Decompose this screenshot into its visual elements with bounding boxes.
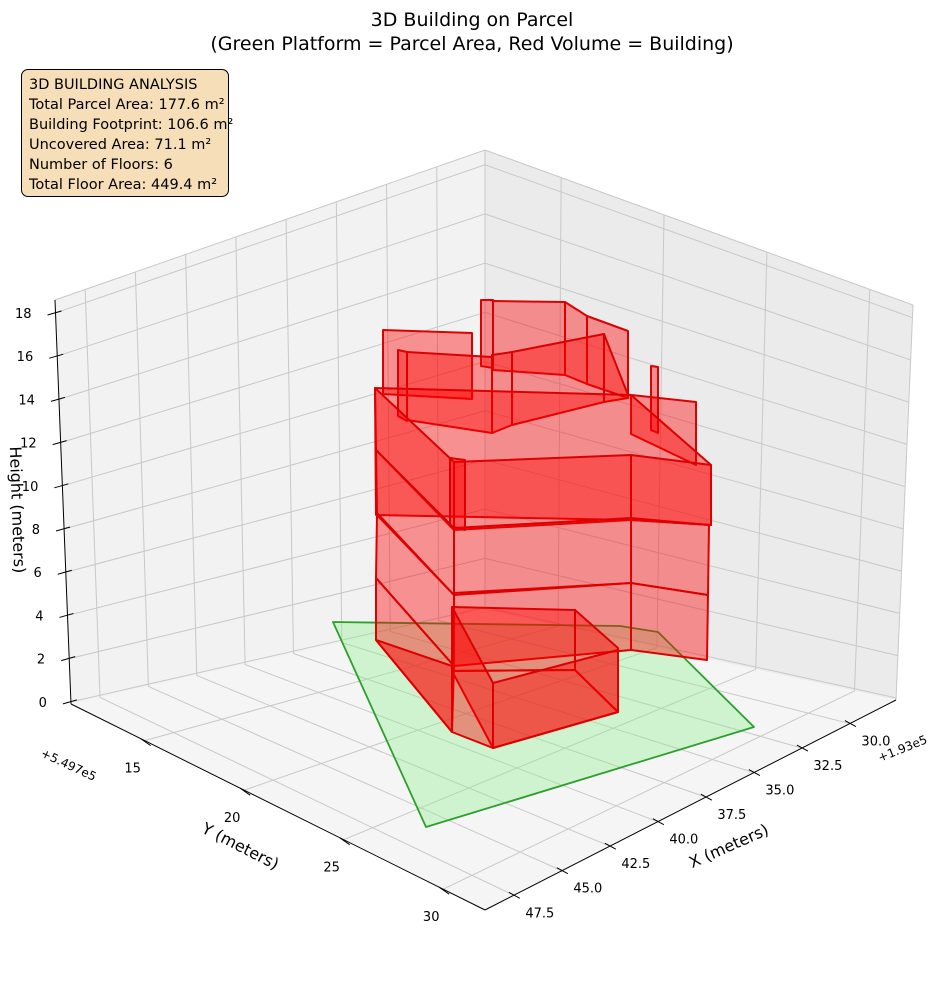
building-face: [630, 454, 712, 526]
z-tick: [59, 612, 74, 618]
pane-right-edge: [895, 304, 914, 701]
stat-floor-count: Number of Floors: 6: [29, 157, 173, 173]
y-gridline: [343, 252, 768, 841]
back-left-pane: [55, 150, 485, 704]
z-tick: [54, 483, 69, 489]
y-tick-label: 30: [423, 910, 440, 925]
z-tick-label: 10: [22, 480, 39, 495]
y-axis-line: [70, 703, 486, 911]
y-axis-label: Y (meters): [198, 818, 282, 873]
z-tick: [52, 440, 67, 446]
y-gridline: [442, 289, 871, 890]
parcel-platform: [332, 621, 755, 828]
z-tick: [55, 526, 71, 532]
x-tick: [748, 769, 761, 777]
x-tick-label: 40.0: [669, 833, 698, 848]
stats-box: 3D BUILDING ANALYSIS Total Parcel Area: …: [21, 69, 234, 197]
z-tick-label: 4: [35, 609, 43, 624]
y-tick-label: 20: [224, 811, 241, 826]
x-tick: [556, 867, 569, 875]
building-face: [449, 457, 466, 531]
y-tick: [140, 738, 151, 747]
x-tick: [508, 891, 521, 899]
y-gridline: [244, 214, 665, 791]
x-tick: [700, 793, 713, 801]
y-axis-offset: +5.497e5: [39, 746, 99, 784]
stat-building-footprint: Building Footprint: 106.6 m²: [29, 117, 234, 133]
z-tick: [49, 353, 64, 359]
x-gridline: [285, 219, 707, 798]
building-face: [382, 329, 473, 400]
x-gridline: [134, 271, 563, 872]
x-tick-label: 45.0: [573, 882, 602, 897]
y-tick: [239, 787, 251, 796]
z-axis-line: [54, 299, 72, 705]
z-tick-label: 6: [33, 566, 41, 581]
y-tick-label: 15: [124, 762, 141, 777]
x-tick-label: 32.5: [813, 759, 842, 774]
x-gridline: [386, 184, 803, 749]
z-tick-label: 16: [17, 350, 34, 365]
x-tick: [796, 744, 809, 752]
building-face: [453, 517, 632, 594]
x-tick-label: 42.5: [621, 857, 650, 872]
stat-parcel-area: Total Parcel Area: 177.6 m²: [29, 97, 225, 113]
building-face: [630, 517, 710, 596]
x-gridline: [84, 289, 515, 896]
z-tick: [47, 310, 62, 316]
chart-title: 3D Building on Parcel: [371, 9, 574, 31]
z-tick: [57, 569, 72, 575]
z-tick-label: 0: [39, 696, 47, 711]
x-axis-line: [484, 699, 897, 911]
x-axis-label: X (meters): [686, 820, 771, 872]
stat-total-floor-area: Total Floor Area: 449.4 m²: [29, 177, 218, 193]
z-axis-label: Height (meters): [6, 446, 29, 574]
chart-subtitle: (Green Platform = Parcel Area, Red Volum…: [210, 33, 733, 55]
building-face: [630, 582, 709, 661]
x-gridline: [436, 166, 851, 725]
z-tick-label: 2: [37, 653, 45, 668]
stats-heading: 3D BUILDING ANALYSIS: [29, 77, 198, 93]
z-tick: [50, 396, 66, 402]
z-tick: [61, 656, 76, 662]
z-tick-label: 12: [20, 437, 37, 452]
y-tick: [438, 886, 450, 895]
x-tick: [604, 842, 617, 850]
axis-lines: [54, 299, 897, 911]
x-tick: [844, 720, 857, 727]
x-tick-label: 35.0: [765, 784, 794, 799]
tick-marks: [47, 310, 857, 899]
stat-uncovered-area: Uncovered Area: 71.1 m²: [29, 137, 212, 153]
building-face: [603, 333, 629, 403]
x-gridline: [235, 236, 659, 823]
building-face: [630, 394, 697, 466]
x-tick-label: 47.5: [525, 906, 554, 921]
y-tick-label: 25: [323, 861, 340, 876]
floor-pane: [71, 610, 896, 910]
tick-labels: 0 2 4 6 8 10 12 14 16 18 15 20 25 30 30.0 32.5 35.0 37.5 4…: [15, 307, 890, 925]
building-volume: [374, 299, 712, 749]
x-tick-label: 30.0: [861, 735, 890, 750]
x-tick-label: 37.5: [717, 808, 746, 823]
building-face: [375, 639, 453, 733]
y-tick: [339, 837, 350, 846]
z-tick: [62, 699, 78, 705]
z-tick-label: 18: [15, 307, 32, 322]
x-tick: [652, 818, 665, 826]
z-tick-label: 14: [18, 393, 35, 408]
z-tick-label: 8: [32, 523, 40, 538]
x-gridline: [185, 254, 611, 847]
